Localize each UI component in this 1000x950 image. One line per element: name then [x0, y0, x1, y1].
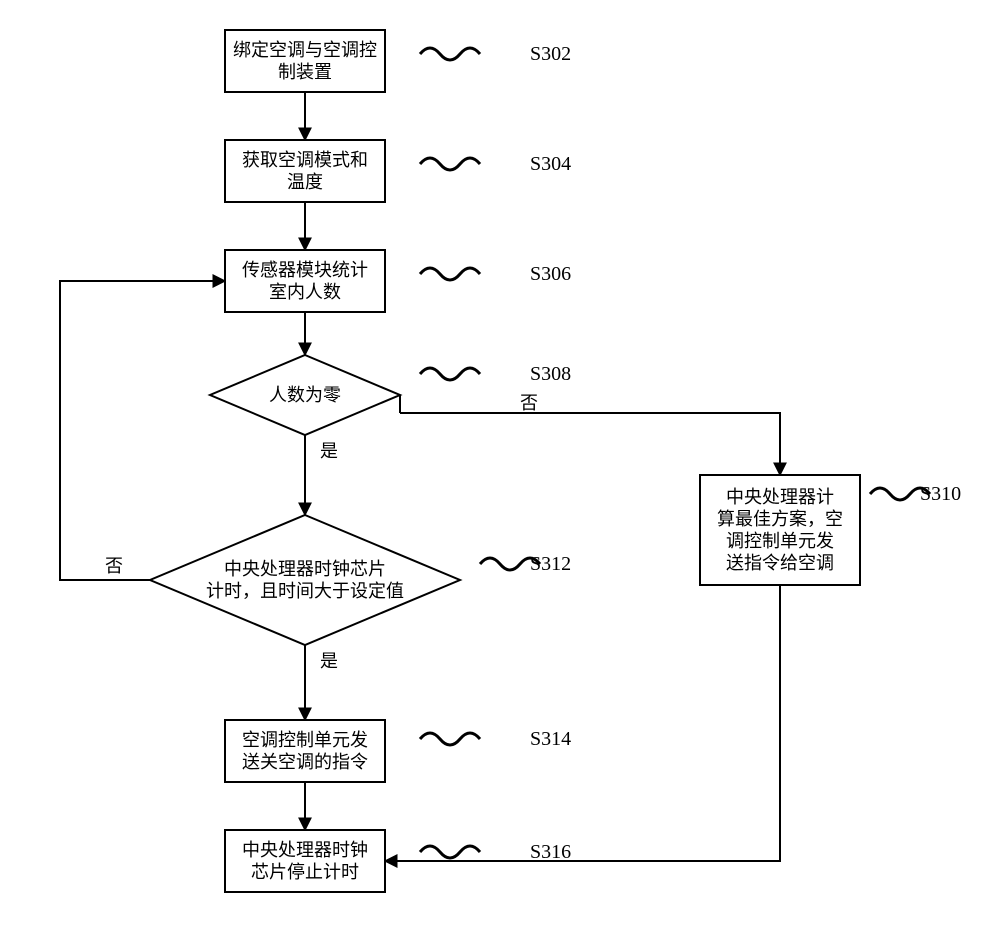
svg-text:温度: 温度 — [287, 172, 323, 192]
svg-text:绑定空调与空调控: 绑定空调与空调控 — [233, 40, 377, 60]
svg-text:空调控制单元发: 空调控制单元发 — [242, 730, 368, 750]
svg-text:S314: S314 — [530, 728, 571, 750]
svg-text:S312: S312 — [530, 553, 571, 575]
svg-text:中央处理器计: 中央处理器计 — [726, 487, 834, 507]
svg-text:获取空调模式和: 获取空调模式和 — [242, 150, 368, 170]
svg-text:人数为零: 人数为零 — [269, 385, 341, 405]
flowchart: 绑定空调与空调控制装置获取空调模式和温度传感器模块统计室内人数人数为零中央处理器… — [0, 0, 1000, 950]
svg-text:否: 否 — [520, 393, 538, 413]
svg-text:是: 是 — [320, 441, 338, 461]
svg-text:送指令给空调: 送指令给空调 — [726, 553, 834, 573]
svg-text:中央处理器时钟: 中央处理器时钟 — [242, 840, 368, 860]
svg-text:S302: S302 — [530, 43, 571, 65]
svg-text:送关空调的指令: 送关空调的指令 — [242, 752, 368, 772]
svg-text:是: 是 — [320, 651, 338, 671]
svg-text:S316: S316 — [530, 841, 571, 863]
nodes: 绑定空调与空调控制装置获取空调模式和温度传感器模块统计室内人数人数为零中央处理器… — [150, 30, 860, 892]
svg-text:中央处理器时钟芯片: 中央处理器时钟芯片 — [224, 559, 386, 579]
svg-text:S310: S310 — [920, 483, 961, 505]
svg-text:S306: S306 — [530, 263, 571, 285]
svg-text:否: 否 — [105, 556, 123, 576]
svg-text:调控制单元发: 调控制单元发 — [726, 531, 834, 551]
edges — [60, 92, 780, 861]
svg-text:制装置: 制装置 — [278, 62, 332, 82]
svg-text:传感器模块统计: 传感器模块统计 — [242, 260, 368, 280]
svg-text:芯片停止计时: 芯片停止计时 — [251, 862, 359, 882]
svg-text:计时，且时间大于设定值: 计时，且时间大于设定值 — [206, 581, 404, 601]
svg-text:室内人数: 室内人数 — [269, 282, 341, 302]
svg-text:S304: S304 — [530, 153, 571, 175]
svg-text:S308: S308 — [530, 363, 571, 385]
svg-text:算最佳方案，空: 算最佳方案，空 — [717, 509, 843, 529]
